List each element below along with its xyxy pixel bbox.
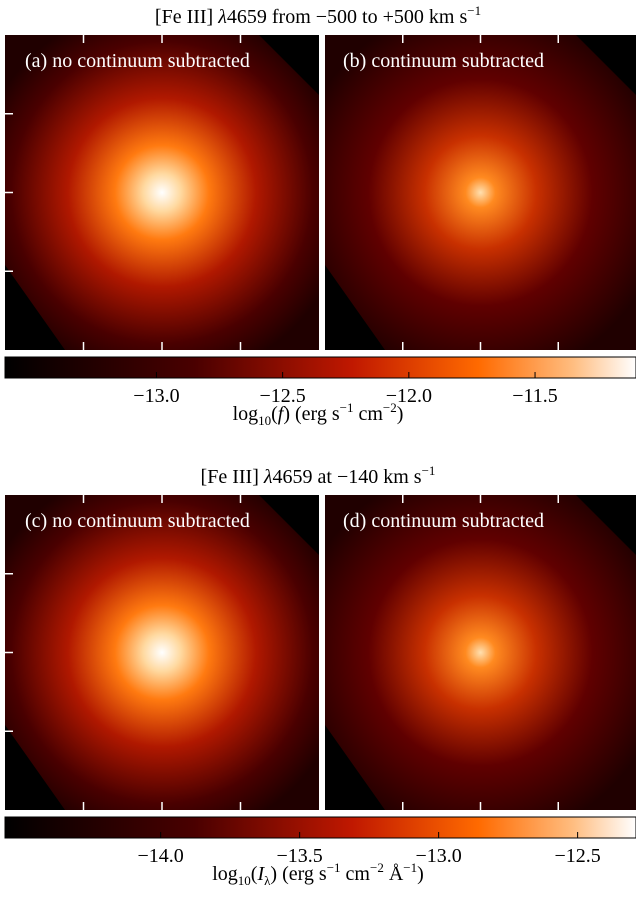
text-segment: −1 [339,400,354,415]
text-segment: −1 [403,860,418,875]
text-segment: λ [263,466,273,488]
colorbar: −13.0 −12.5 −12.0 −11.5 [4,356,636,406]
colorbar-gradient [4,816,636,839]
panel-label: (c) no continuum subtracted [25,510,250,532]
text-segment: log [212,863,238,885]
text-segment: 4659 from −500 to +500 km s [226,6,468,28]
text-segment: [Fe III] [154,6,219,28]
text-segment: −1 [326,860,341,875]
text-segment: ) [396,403,404,425]
text-segment: f [277,403,284,425]
text-segment: −2 [369,860,384,875]
image-map [325,35,636,350]
colorbar-tick-label: −12.5 [554,845,600,866]
colorbar-tick-label: −12.0 [386,385,432,406]
text-segment: ) (erg s [270,863,327,885]
figure-title: [Fe III] λ4659 at −140 km s−1 [0,463,636,489]
text-segment: ( [271,403,278,425]
colorbar-tick-label: −14.0 [138,845,184,866]
text-segment: [Fe III] [200,466,264,488]
colorbar-tick-label: −12.5 [259,385,305,406]
colorbar-tick-label: −13.5 [277,845,323,866]
text-segment: −1 [421,463,436,478]
colorbar-label: log10(f) (erg s−1 cm−2) [0,400,636,429]
image-map [5,495,319,810]
colorbar-tick-label: −13.0 [133,385,179,406]
text-segment: Å [383,863,404,885]
text-segment: −2 [382,400,397,415]
panel: (a) no continuum subtracted [5,35,319,350]
text-segment: I [257,863,265,885]
text-segment: cm [340,863,370,885]
text-segment: 4659 at −140 km s [272,466,422,488]
colorbar-tick-label: −11.5 [512,385,558,406]
text-segment: λ [264,873,271,888]
image-map [325,495,636,810]
text-segment: 10 [258,413,272,428]
text-segment: ) [417,863,424,885]
text-segment: 10 [237,873,251,888]
figure-title: [Fe III] λ4659 from −500 to +500 km s−1 [0,3,636,29]
panel: (d) continuum subtracted [325,495,636,810]
text-segment: log [232,403,259,425]
text-segment: λ [218,6,227,28]
colorbar-label: log10(Iλ) (erg s−1 cm−2 Å−1) [0,860,636,889]
panel-label: (b) continuum subtracted [343,50,544,72]
image-map [5,35,319,350]
text-segment: −1 [467,3,482,18]
panel: (c) no continuum subtracted [5,495,319,810]
colorbar: −14.0 −13.5 −13.0 −12.5 [4,816,636,866]
text-segment: ) (erg s [283,403,340,425]
colorbar-gradient [4,356,636,379]
panel-label: (a) no continuum subtracted [25,50,250,72]
panel: (b) continuum subtracted [325,35,636,350]
text-segment: ( [250,863,258,885]
colorbar-tick-label: −13.0 [415,845,461,866]
panel-label: (d) continuum subtracted [343,510,544,532]
text-segment: cm [353,403,383,425]
